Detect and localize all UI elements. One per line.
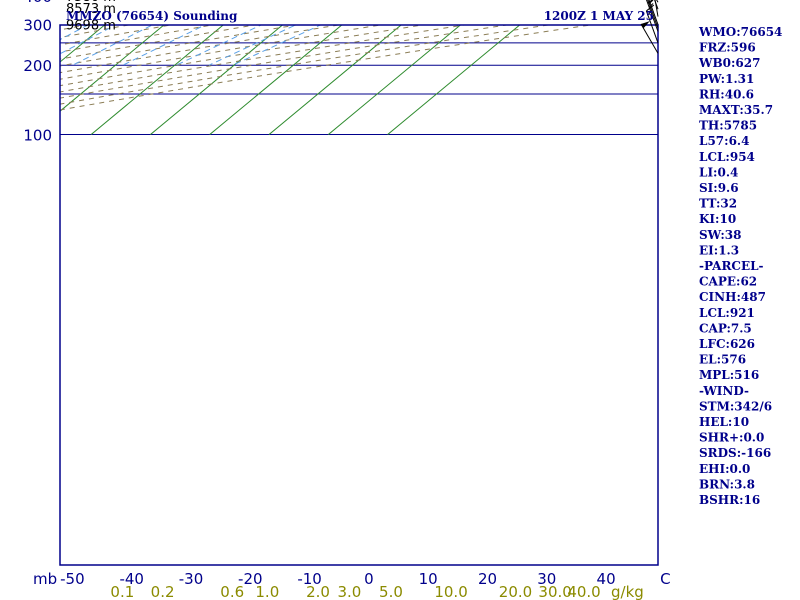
index-value: LI:0.4 — [699, 165, 738, 179]
mixing-ratio-unit: g/kg — [611, 583, 644, 600]
index-value: BSHR:16 — [699, 493, 760, 507]
wind-barb — [645, 0, 659, 32]
index-value: FRZ:596 — [699, 41, 756, 55]
mixing-ratio-tick-label: 0.6 — [220, 583, 244, 600]
wind-barbs — [640, 0, 659, 54]
wind-barb — [651, 0, 659, 17]
mixing-ratio-tick-label: 10.0 — [434, 583, 467, 600]
mixing-ratio-tick-label: 0.1 — [110, 583, 134, 600]
isotherm-line — [60, 25, 165, 112]
isotherm-line — [0, 0, 19, 135]
temperature-tick-label: -40 — [119, 570, 144, 588]
temperature-tick-label: C — [660, 570, 670, 588]
isotherm-line — [387, 25, 521, 135]
index-value: WB0:627 — [698, 56, 760, 70]
index-value: CAP:7.5 — [699, 321, 752, 335]
height-label: 7580 m — [66, 0, 116, 5]
index-value: LFC:626 — [699, 337, 755, 351]
height-label: 8573 m — [66, 2, 116, 17]
mixing-ratio-line — [122, 25, 206, 66]
index-value: EHI:0.0 — [699, 462, 750, 476]
temperature-axis-labels: -50 -40 -30 -20 -10 0 10 20 30 40 C — [60, 570, 670, 588]
temperature-tick-label: -30 — [179, 570, 204, 588]
mixing-ratio-tick-label: 0.2 — [151, 583, 175, 600]
wind-barb — [645, 0, 659, 25]
temperature-tick-label: -10 — [297, 570, 322, 588]
isotherm-line — [268, 25, 402, 135]
wind-barb — [645, 4, 659, 44]
index-value: TT:32 — [699, 197, 737, 211]
wind-barb — [640, 21, 659, 54]
dry-adiabat-line — [60, 25, 174, 46]
index-value: MAXT:35.7 — [699, 103, 773, 117]
index-value: BRN:3.8 — [699, 477, 755, 491]
pressure-tick-label: 400 — [23, 0, 52, 6]
isotherm-line — [150, 25, 284, 135]
mixing-ratio-line — [176, 25, 263, 66]
mixing-ratio-line — [232, 25, 322, 66]
index-value: HEL:10 — [699, 415, 749, 429]
pressure-tick-label: 200 — [23, 57, 52, 75]
mixing-ratio-tick-label: 30.0 — [538, 583, 571, 600]
header-time: 1200Z 1 MAY 25 — [544, 9, 654, 23]
index-value: SHR+:0.0 — [699, 431, 764, 445]
temperature-tick-label: -20 — [238, 570, 263, 588]
background-grid — [0, 0, 658, 136]
index-value: KI:10 — [699, 212, 736, 226]
index-value: WMO:76654 — [698, 25, 782, 39]
temperature-tick-label: 0 — [364, 570, 374, 588]
mixing-ratio-tick-label: 5.0 — [379, 583, 403, 600]
plot-frame — [59, 24, 659, 566]
height-label: 9698 m — [66, 19, 116, 34]
mixing-ratio-tick-label: 1.0 — [255, 583, 279, 600]
isotherm-line — [327, 25, 462, 135]
index-value: STM:342/6 — [699, 399, 772, 413]
index-value: CAPE:62 — [699, 275, 757, 289]
mixing-ratio-axis-labels: 0.1 0.2 0.6 1.0 2.0 3.0 5.0 10.0 20.0 30.040.0 — [110, 583, 600, 600]
index-value: SI:9.6 — [699, 181, 739, 195]
index-value: MPL:516 — [699, 368, 759, 382]
mixing-ratio-tick-label: 20.0 — [499, 583, 532, 600]
index-value: LCL:921 — [699, 306, 755, 320]
isotherm-line — [209, 25, 343, 135]
temperature-tick-label: -50 — [60, 570, 85, 588]
index-value: SW:38 — [699, 228, 741, 242]
isotherm-line — [90, 25, 224, 135]
temperature-tick-label: 20 — [478, 570, 497, 588]
mixing-ratio-tick-label: 2.0 — [306, 583, 330, 600]
index-value: -PARCEL- — [699, 259, 764, 273]
index-value: L57:6.4 — [699, 134, 749, 148]
index-value: TH:5785 — [699, 119, 757, 133]
temperature-tick-label: 40 — [597, 570, 616, 588]
pressure-unit: mb — [33, 570, 57, 588]
mixing-ratio-tick-label: 3.0 — [337, 583, 361, 600]
index-value: -WIND- — [699, 384, 749, 398]
index-value: LCL:954 — [699, 150, 755, 164]
mixing-ratio-line — [60, 25, 117, 55]
temperature-tick-label: 30 — [537, 570, 556, 588]
index-value: EL:576 — [699, 353, 746, 367]
header-station: MMZO (76654) Sounding — [66, 9, 238, 23]
index-value: RH:40.6 — [699, 87, 754, 101]
index-value: PW:1.31 — [699, 72, 754, 86]
dry-adiabat-line — [60, 25, 258, 60]
pressure-tick-label: 300 — [23, 17, 52, 35]
index-value: SRDS:-166 — [699, 446, 771, 460]
pressure-tick-label: 100 — [23, 127, 52, 145]
temperature-tick-label: 10 — [419, 570, 438, 588]
dry-adiabat-line — [60, 25, 216, 53]
index-value: CINH:487 — [699, 290, 766, 304]
pressure-axis-labels: 1002003004005006007008009001000 — [23, 0, 52, 145]
wind-barb — [645, 0, 659, 29]
index-value: EI:1.3 — [699, 243, 739, 257]
mixing-ratio-tick-label: 40.0 — [567, 583, 600, 600]
